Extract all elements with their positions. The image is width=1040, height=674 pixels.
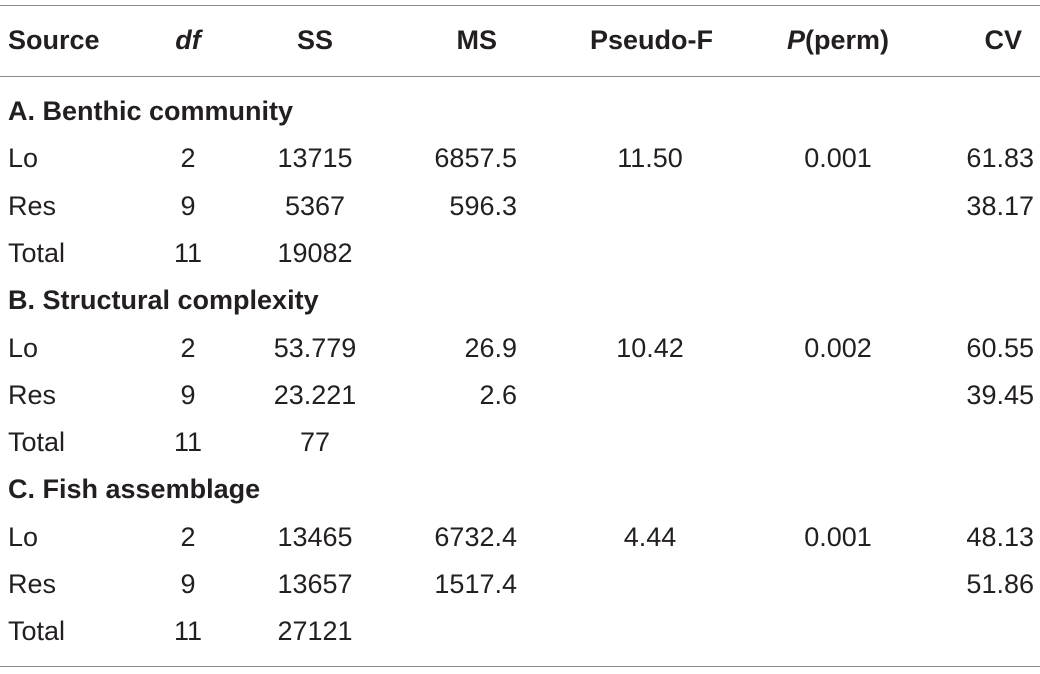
cell-cv: 39.45 <box>966 379 1034 410</box>
cell-source: Res <box>8 190 57 221</box>
section-header-row: C. Fish assemblage <box>0 466 1040 513</box>
cell-pseudo-f <box>590 372 710 419</box>
cell-source: Total <box>8 427 66 458</box>
cell-p-perm <box>778 419 898 466</box>
header-p-perm: P(perm) <box>778 17 898 64</box>
cell-ms: 26.9 <box>464 332 517 363</box>
section-title: A. Benthic community <box>8 96 294 126</box>
table-row: Total 11 77 <box>0 419 1040 466</box>
table-row: Res 9 13657 1517.4 51.86 <box>0 561 1040 608</box>
cell-ss: 27121 <box>277 616 353 647</box>
header-pseudo-f: Pseudo-F <box>590 25 714 55</box>
cell-df: 11 <box>173 237 203 268</box>
cell-ss: 77 <box>299 427 331 458</box>
cell-pseudo-f: 4.44 <box>623 521 677 552</box>
header-ms: MS <box>456 25 498 55</box>
cell-pseudo-f: 10.42 <box>616 332 684 363</box>
cell-df: 2 <box>180 521 196 552</box>
cell-p-perm <box>778 561 898 608</box>
cell-ss: 13657 <box>277 569 353 599</box>
cell-ss: 23.221 <box>273 379 357 410</box>
cell-ms: 1517.4 <box>434 569 517 599</box>
cell-cv: 48.13 <box>966 521 1034 552</box>
cell-source: Res <box>8 569 57 599</box>
cell-source: Total <box>8 616 66 647</box>
header-p-perm-rest: (perm) <box>805 25 890 55</box>
cell-cv: 38.17 <box>966 190 1034 221</box>
table-header-row: Source df SS MS Pseudo-F P(perm) CV <box>0 17 1040 64</box>
cell-source: Res <box>8 379 57 410</box>
cell-pseudo-f <box>590 183 710 230</box>
top-rule <box>0 5 1040 6</box>
cell-df: 2 <box>180 143 196 174</box>
cell-ms: 6857.5 <box>434 143 517 174</box>
section-title: B. Structural complexity <box>8 285 319 316</box>
table-row: Total 11 27121 <box>0 608 1040 655</box>
cell-ss: 13715 <box>277 143 353 174</box>
cell-source: Lo <box>8 332 39 363</box>
cell-df: 11 <box>173 427 203 458</box>
cell-pseudo-f <box>590 419 710 466</box>
cell-pseudo-f: 11.50 <box>617 143 683 174</box>
cell-cv: 60.55 <box>966 332 1034 363</box>
section-header-row: B. Structural complexity <box>0 277 1040 324</box>
cell-cv: 61.83 <box>966 143 1034 174</box>
cell-p-perm <box>778 372 898 419</box>
cell-ss: 5367 <box>284 190 346 221</box>
header-df: df <box>175 25 201 55</box>
table-row: Lo 2 13465 6732.4 4.44 0.001 48.13 <box>0 514 1040 561</box>
cell-cv: 51.86 <box>966 569 1034 599</box>
cell-df: 9 <box>180 569 196 599</box>
cell-p-perm: 0.002 <box>804 332 872 363</box>
cell-ms: 2.6 <box>479 379 517 410</box>
cell-df: 9 <box>180 190 196 221</box>
cell-ms: 6732.4 <box>434 521 517 552</box>
cell-df: 11 <box>173 616 203 647</box>
cell-ss: 53.779 <box>273 332 357 363</box>
cell-df: 9 <box>180 379 196 410</box>
cell-pseudo-f <box>590 608 710 655</box>
cell-p-perm <box>778 230 898 277</box>
section-title: C. Fish assemblage <box>8 474 261 505</box>
cell-df: 2 <box>180 332 196 363</box>
header-cv: CV <box>984 25 1022 55</box>
cell-p-perm: 0.001 <box>804 143 872 174</box>
cell-p-perm <box>778 183 898 230</box>
cell-pseudo-f <box>590 561 710 608</box>
cell-p-perm: 0.001 <box>804 521 872 552</box>
cell-p-perm <box>778 608 898 655</box>
cell-pseudo-f <box>590 230 710 277</box>
cell-source: Lo <box>8 143 39 174</box>
header-ss: SS <box>296 25 334 55</box>
bottom-rule <box>0 666 1040 667</box>
table-row: Lo 2 13715 6857.5 11.50 0.001 61.83 <box>0 135 1040 182</box>
table-row: Lo 2 53.779 26.9 10.42 0.002 60.55 <box>0 325 1040 372</box>
header-rule <box>0 76 1040 77</box>
section-header-row: A. Benthic community <box>0 88 1040 135</box>
cell-ss: 13465 <box>277 521 353 552</box>
table-row: Total 11 19082 <box>0 230 1040 277</box>
cell-source: Lo <box>8 521 39 552</box>
header-source: Source <box>8 25 100 55</box>
cell-ms: 596.3 <box>449 190 517 221</box>
header-p-perm-italic: P <box>786 25 805 55</box>
table-row: Res 9 5367 596.3 38.17 <box>0 183 1040 230</box>
cell-source: Total <box>8 237 66 268</box>
table-row: Res 9 23.221 2.6 39.45 <box>0 372 1040 419</box>
cell-ss: 19082 <box>277 237 353 268</box>
